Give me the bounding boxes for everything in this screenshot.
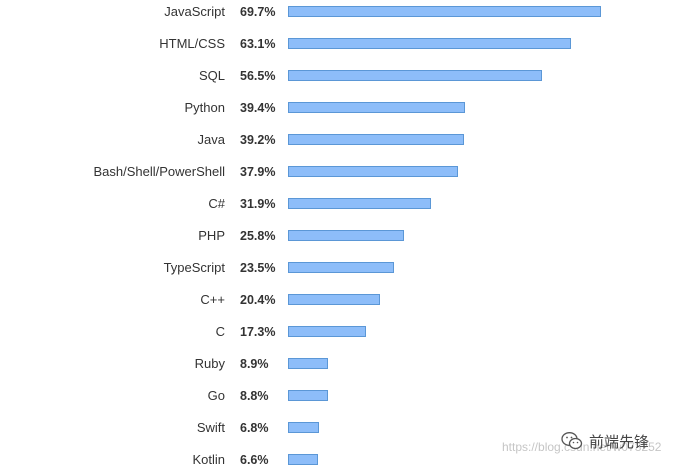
value-label: 8.9% xyxy=(240,357,269,371)
bar-row: C# 31.9% xyxy=(0,194,673,214)
watermark-url: https://blog.csdn.net/w073252 xyxy=(502,440,662,454)
bar xyxy=(288,326,366,337)
category-label: Go xyxy=(207,388,225,403)
brand-watermark: 前端先锋 xyxy=(561,428,649,454)
category-label: C# xyxy=(208,196,225,211)
bar xyxy=(288,230,404,241)
value-label: 56.5% xyxy=(240,69,276,83)
value-label: 39.4% xyxy=(240,101,276,115)
bar-row: Go 8.8% xyxy=(0,386,673,406)
bar-row: Swift 6.8% xyxy=(0,418,673,438)
bar-row: TypeScript 23.5% xyxy=(0,258,673,278)
bar-row: Java 39.2% xyxy=(0,130,673,150)
category-label: JavaScript xyxy=(164,4,225,19)
category-label: Kotlin xyxy=(192,452,225,467)
bar xyxy=(288,294,380,305)
brand-name: 前端先锋 xyxy=(589,433,650,451)
bar-row: Ruby 8.9% xyxy=(0,354,673,374)
bar xyxy=(288,454,318,465)
bar xyxy=(288,422,319,433)
bar-row: Kotlin 6.6% xyxy=(0,450,673,470)
category-label: Java xyxy=(197,132,225,147)
category-label: SQL xyxy=(198,68,225,83)
bar-row: C++ 20.4% xyxy=(0,290,673,310)
bar xyxy=(288,262,394,273)
wechat-icon xyxy=(561,432,583,450)
bar xyxy=(288,102,465,113)
bar xyxy=(288,358,328,369)
category-label: Bash/Shell/PowerShell xyxy=(93,164,225,179)
bar-row: PHP 25.8% xyxy=(0,226,673,246)
value-label: 69.7% xyxy=(240,5,276,19)
value-label: 31.9% xyxy=(240,197,276,211)
value-label: 63.1% xyxy=(240,37,276,51)
bar-row: C 17.3% xyxy=(0,322,673,342)
value-label: 25.8% xyxy=(240,229,276,243)
value-label: 6.8% xyxy=(240,421,269,435)
bar xyxy=(288,198,431,209)
category-label: C xyxy=(215,324,225,339)
bar xyxy=(288,70,542,81)
category-label: C++ xyxy=(200,292,225,307)
value-label: 8.8% xyxy=(240,389,269,403)
category-label: PHP xyxy=(198,228,225,243)
value-label: 20.4% xyxy=(240,293,276,307)
value-label: 39.2% xyxy=(240,133,276,147)
category-label: HTML/CSS xyxy=(159,36,225,51)
bar xyxy=(288,166,458,177)
bar-row: SQL 56.5% xyxy=(0,66,673,86)
category-label: Python xyxy=(184,100,225,115)
category-label: TypeScript xyxy=(163,260,225,275)
bar xyxy=(288,6,601,17)
value-label: 6.6% xyxy=(240,453,269,467)
value-label: 23.5% xyxy=(240,261,276,275)
category-label: Ruby xyxy=(194,356,225,371)
bar-row: Python 39.4% xyxy=(0,98,673,118)
bar xyxy=(288,134,464,145)
value-label: 17.3% xyxy=(240,325,276,339)
value-label: 37.9% xyxy=(240,165,276,179)
bar-row: Bash/Shell/PowerShell 37.9% xyxy=(0,162,673,182)
bar-row: JavaScript 69.7% xyxy=(0,2,673,22)
bar xyxy=(288,390,328,401)
bar xyxy=(288,38,571,49)
category-label: Swift xyxy=(196,420,225,435)
bar-row: HTML/CSS 63.1% xyxy=(0,34,673,54)
